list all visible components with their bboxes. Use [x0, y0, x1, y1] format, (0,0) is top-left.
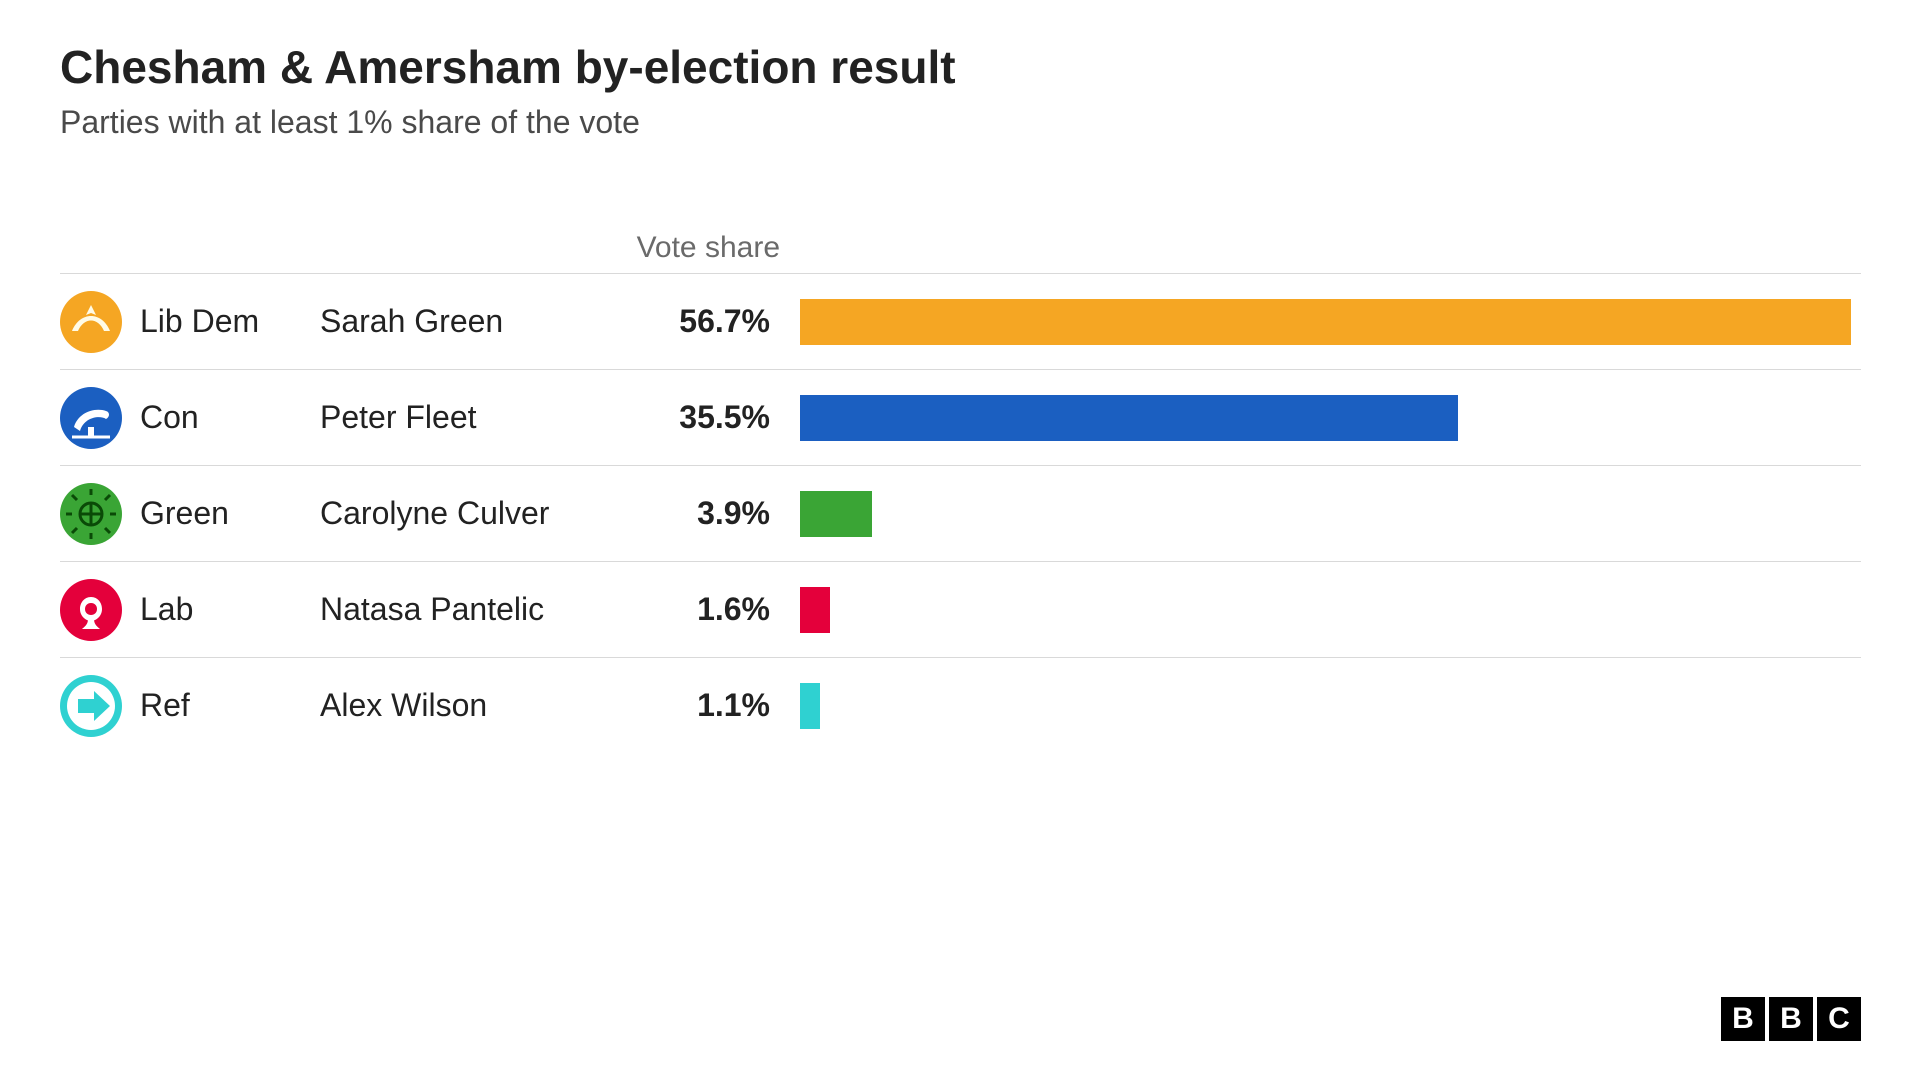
table-row: GreenCarolyne Culver3.9% — [60, 465, 1861, 561]
chart-rows: Lib DemSarah Green56.7% ConPeter Fleet35… — [60, 273, 1861, 753]
candidate-name: Carolyne Culver — [320, 495, 620, 532]
lab-icon — [60, 579, 122, 641]
party-icon-cell — [60, 675, 140, 737]
table-row: ConPeter Fleet35.5% — [60, 369, 1861, 465]
candidate-name: Peter Fleet — [320, 399, 620, 436]
party-name: Ref — [140, 687, 320, 724]
bar — [800, 395, 1458, 441]
party-name: Lib Dem — [140, 303, 320, 340]
ref-icon — [60, 675, 122, 737]
party-icon-cell — [60, 579, 140, 641]
con-icon — [60, 387, 122, 449]
bbc-logo-letter: B — [1769, 997, 1813, 1041]
chart-title: Chesham & Amersham by-election result — [60, 40, 1861, 94]
bar-cell — [790, 587, 1861, 633]
bar-cell — [790, 395, 1861, 441]
bar — [800, 587, 830, 633]
bar-cell — [790, 683, 1861, 729]
table-row: RefAlex Wilson1.1% — [60, 657, 1861, 753]
bar — [800, 299, 1851, 345]
bbc-logo-letter: C — [1817, 997, 1861, 1041]
pct-value: 1.1% — [620, 687, 790, 724]
bbc-logo: B B C — [1721, 997, 1861, 1041]
footer: B B C — [1721, 997, 1861, 1041]
chart-subtitle: Parties with at least 1% share of the vo… — [60, 104, 1861, 141]
party-icon-cell — [60, 387, 140, 449]
candidate-name: Sarah Green — [320, 303, 620, 340]
pct-value: 56.7% — [620, 303, 790, 340]
candidate-name: Alex Wilson — [320, 687, 620, 724]
pct-value: 3.9% — [620, 495, 790, 532]
party-icon-cell — [60, 483, 140, 545]
candidate-name: Natasa Pantelic — [320, 591, 620, 628]
header-voteshare-label: Vote share — [620, 231, 790, 265]
bar-cell — [790, 299, 1861, 345]
table-row: Lib DemSarah Green56.7% — [60, 273, 1861, 369]
green-icon — [60, 483, 122, 545]
pct-value: 1.6% — [620, 591, 790, 628]
party-name: Green — [140, 495, 320, 532]
party-icon-cell — [60, 291, 140, 353]
pct-value: 35.5% — [620, 399, 790, 436]
party-name: Lab — [140, 591, 320, 628]
bar — [800, 491, 872, 537]
libdem-icon — [60, 291, 122, 353]
party-name: Con — [140, 399, 320, 436]
bar — [800, 683, 820, 729]
bbc-logo-letter: B — [1721, 997, 1765, 1041]
table-row: LabNatasa Pantelic1.6% — [60, 561, 1861, 657]
bar-cell — [790, 491, 1861, 537]
chart-header: Vote share — [60, 231, 1861, 273]
